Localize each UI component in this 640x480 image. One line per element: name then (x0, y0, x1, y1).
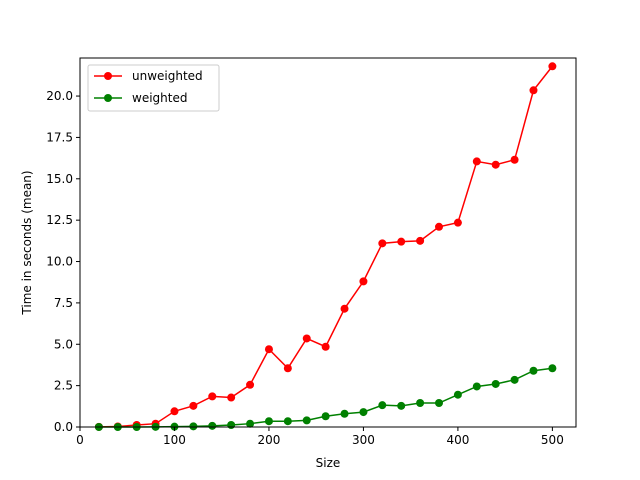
x-tick-label: 100 (163, 433, 186, 447)
data-point-weighted (472, 382, 481, 391)
data-point-unweighted (170, 407, 179, 416)
legend-marker-weighted (104, 94, 112, 102)
legend-label-weighted: weighted (132, 91, 187, 105)
data-point-weighted (264, 417, 273, 426)
data-point-weighted (227, 421, 236, 430)
x-tick-label: 200 (257, 433, 280, 447)
y-tick-label: 12.5 (46, 213, 73, 227)
x-tick-label: 500 (541, 433, 564, 447)
y-tick-label: 17.5 (46, 130, 73, 144)
y-tick-label: 0.0 (54, 420, 73, 434)
data-point-unweighted (378, 239, 387, 248)
data-point-weighted (397, 401, 406, 410)
series-layer (94, 62, 557, 431)
data-point-unweighted (359, 277, 368, 286)
series-line-unweighted (98, 65, 553, 428)
legend-marker-unweighted (104, 72, 112, 80)
data-point-unweighted (529, 86, 538, 95)
data-point-unweighted (264, 345, 273, 354)
y-tick-label: 15.0 (46, 172, 73, 186)
data-point-unweighted (208, 392, 217, 401)
data-point-weighted (453, 390, 462, 399)
data-point-weighted (283, 417, 292, 426)
x-tick-label: 0 (76, 433, 84, 447)
data-point-unweighted (340, 304, 349, 313)
data-point-unweighted (472, 157, 481, 166)
data-point-weighted (435, 399, 444, 408)
data-point-weighted (491, 379, 500, 388)
data-point-weighted (378, 401, 387, 410)
y-axis-label: Time in seconds (mean) (20, 170, 34, 315)
data-point-unweighted (246, 380, 255, 389)
data-point-unweighted (302, 334, 311, 343)
data-point-weighted (321, 412, 330, 421)
data-point-weighted (510, 375, 519, 384)
y-tick-label: 5.0 (54, 337, 73, 351)
y-tick-label: 2.5 (54, 379, 73, 393)
data-point-unweighted (510, 155, 519, 164)
data-point-unweighted (227, 393, 236, 402)
legend: unweighted weighted (87, 64, 220, 112)
data-point-unweighted (435, 222, 444, 231)
x-axis: 0 100 200 300 400 500 (76, 427, 564, 447)
x-tick-label: 300 (352, 433, 375, 447)
data-point-unweighted (321, 342, 330, 351)
data-point-weighted (529, 366, 538, 375)
plot-frame (79, 57, 577, 428)
data-point-weighted (189, 422, 198, 431)
data-point-unweighted (416, 236, 425, 245)
data-point-unweighted (491, 160, 500, 169)
y-axis: 0.0 2.5 5.0 7.5 10.0 12.5 15.0 17.5 20.0 (46, 89, 80, 434)
x-tick-label: 400 (446, 433, 469, 447)
data-point-weighted (208, 421, 217, 430)
data-point-unweighted (283, 364, 292, 373)
data-point-weighted (416, 399, 425, 408)
x-axis-label: Size (316, 456, 341, 470)
data-point-unweighted (548, 62, 557, 71)
legend-label-unweighted: unweighted (132, 69, 203, 83)
data-point-weighted (548, 364, 557, 373)
data-point-unweighted (397, 237, 406, 246)
data-point-unweighted (189, 401, 198, 410)
y-tick-label: 7.5 (54, 296, 73, 310)
data-point-weighted (359, 408, 368, 417)
y-tick-label: 10.0 (46, 255, 73, 269)
data-point-weighted (246, 419, 255, 428)
y-tick-label: 20.0 (46, 89, 73, 103)
data-point-weighted (302, 416, 311, 425)
data-point-weighted (340, 409, 349, 418)
data-point-unweighted (453, 218, 462, 227)
